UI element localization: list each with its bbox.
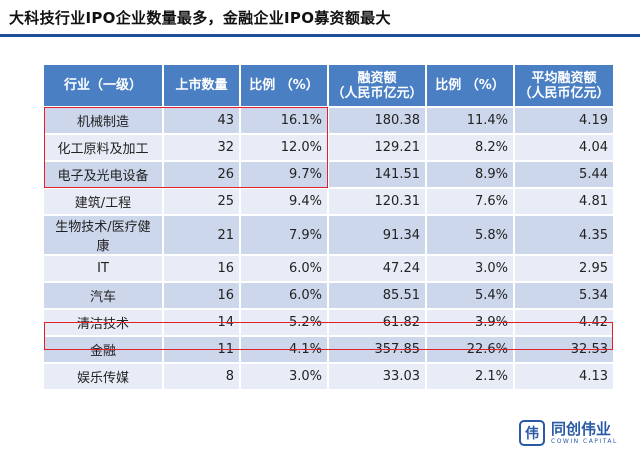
- table-row: 清洁技术 14 5.2% 61.82 3.9% 4.42: [44, 309, 613, 337]
- cell-financing-pct: 3.9%: [426, 309, 515, 337]
- cell-avg: 2.95: [514, 255, 613, 283]
- logo-name-cn: 同创伟业: [551, 419, 612, 438]
- cell-industry: 机械制造: [44, 107, 164, 135]
- cell-count: 43: [163, 107, 241, 135]
- cell-avg: 4.81: [514, 188, 613, 216]
- cell-financing: 129.21: [328, 134, 427, 162]
- cell-count: 25: [163, 188, 241, 216]
- table-row: 机械制造 43 16.1% 180.38 11.4% 4.19: [44, 107, 613, 135]
- table-row: 建筑/工程 25 9.4% 120.31 7.6% 4.81: [44, 188, 613, 216]
- table-row: 电子及光电设备 26 9.7% 141.51 8.9% 5.44: [44, 161, 613, 189]
- cell-industry: 娱乐传媒: [44, 363, 164, 391]
- cell-industry: 电子及光电设备: [44, 161, 164, 189]
- table-row: 化工原料及加工 32 12.0% 129.21 8.2% 4.04: [44, 134, 613, 162]
- cell-avg: 4.19: [514, 107, 613, 135]
- header-financing-pct: 比例 （%）: [426, 65, 515, 108]
- cell-financing-pct: 8.2%: [426, 134, 515, 162]
- table-row: 金融 11 4.1% 357.85 22.6% 32.53: [44, 336, 613, 364]
- cell-industry: 汽车: [44, 282, 164, 310]
- cell-count: 11: [163, 336, 241, 364]
- cell-count: 16: [163, 282, 241, 310]
- cell-avg: 5.34: [514, 282, 613, 310]
- cell-industry: 清洁技术: [44, 309, 164, 337]
- cell-avg: 4.04: [514, 134, 613, 162]
- cell-financing-pct: 3.0%: [426, 255, 515, 283]
- cell-count-pct: 6.0%: [240, 255, 329, 283]
- cell-industry: 建筑/工程: [44, 188, 164, 216]
- cell-avg: 32.53: [514, 336, 613, 364]
- cell-avg: 4.42: [514, 309, 613, 337]
- cell-count: 32: [163, 134, 241, 162]
- cell-financing: 141.51: [328, 161, 427, 189]
- cell-financing-pct: 5.4%: [426, 282, 515, 310]
- logo-mark-icon: 伟: [519, 420, 545, 446]
- cell-count-pct: 9.7%: [240, 161, 329, 189]
- cell-count: 16: [163, 255, 241, 283]
- header-industry: 行业（一级）: [44, 65, 164, 108]
- cell-count-pct: 16.1%: [240, 107, 329, 135]
- cell-financing-pct: 22.6%: [426, 336, 515, 364]
- cell-financing: 91.34: [328, 215, 427, 256]
- cell-count: 8: [163, 363, 241, 391]
- cell-industry: IT: [44, 255, 164, 283]
- cell-count: 14: [163, 309, 241, 337]
- cell-count-pct: 5.2%: [240, 309, 329, 337]
- cell-financing: 85.51: [328, 282, 427, 310]
- cell-financing: 61.82: [328, 309, 427, 337]
- cell-count: 26: [163, 161, 241, 189]
- cell-financing: 180.38: [328, 107, 427, 135]
- header-count: 上市数量: [163, 65, 241, 108]
- cell-industry: 金融: [44, 336, 164, 364]
- table-row: 生物技术/医疗健康 21 7.9% 91.34 5.8% 4.35: [44, 215, 613, 256]
- cell-industry: 生物技术/医疗健康: [44, 215, 164, 256]
- cell-count-pct: 3.0%: [240, 363, 329, 391]
- table-header-row: 行业（一级） 上市数量 比例 （%） 融资额 （人民币亿元） 比例 （%） 平均融…: [44, 65, 613, 108]
- table-row: 汽车 16 6.0% 85.51 5.4% 5.34: [44, 282, 613, 310]
- cell-avg: 5.44: [514, 161, 613, 189]
- cell-count: 21: [163, 215, 241, 256]
- cell-count-pct: 7.9%: [240, 215, 329, 256]
- logo-name-en: COWIN CAPITAL: [551, 437, 618, 445]
- cell-financing-pct: 11.4%: [426, 107, 515, 135]
- cell-count-pct: 6.0%: [240, 282, 329, 310]
- cell-avg: 4.13: [514, 363, 613, 391]
- cell-count-pct: 4.1%: [240, 336, 329, 364]
- cell-count-pct: 9.4%: [240, 188, 329, 216]
- table-row: 娱乐传媒 8 3.0% 33.03 2.1% 4.13: [44, 363, 613, 391]
- cell-financing: 47.24: [328, 255, 427, 283]
- cell-financing: 120.31: [328, 188, 427, 216]
- cell-count-pct: 12.0%: [240, 134, 329, 162]
- cell-financing: 33.03: [328, 363, 427, 391]
- ipo-industry-table: 行业（一级） 上市数量 比例 （%） 融资额 （人民币亿元） 比例 （%） 平均融…: [44, 65, 613, 391]
- header-avg-financing: 平均融资额 （人民币亿元）: [514, 65, 613, 108]
- cell-avg: 4.35: [514, 215, 613, 256]
- header-count-pct: 比例 （%）: [240, 65, 329, 108]
- cell-industry: 化工原料及加工: [44, 134, 164, 162]
- company-logo: 伟 同创伟业 COWIN CAPITAL: [519, 418, 618, 448]
- header-financing: 融资额 （人民币亿元）: [328, 65, 427, 108]
- table-row: IT 16 6.0% 47.24 3.0% 2.95: [44, 255, 613, 283]
- cell-financing-pct: 2.1%: [426, 363, 515, 391]
- cell-financing-pct: 7.6%: [426, 188, 515, 216]
- cell-financing-pct: 8.9%: [426, 161, 515, 189]
- page-title: 大科技行业IPO企业数量最多，金融企业IPO募资额最大: [9, 9, 391, 27]
- cell-financing-pct: 5.8%: [426, 215, 515, 256]
- cell-financing: 357.85: [328, 336, 427, 364]
- title-underline: [0, 34, 640, 37]
